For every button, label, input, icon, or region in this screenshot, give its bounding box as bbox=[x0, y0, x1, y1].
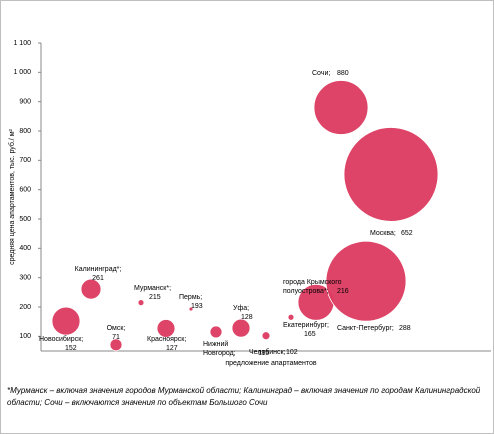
value-label: 261 bbox=[92, 275, 104, 282]
bubble bbox=[109, 338, 123, 352]
value-label: 128 bbox=[241, 314, 253, 321]
bubble bbox=[209, 325, 223, 339]
y-tick-label: 1 000 bbox=[13, 69, 31, 76]
y-tick-label: 100 bbox=[19, 333, 31, 340]
value-label: 165 bbox=[304, 331, 316, 338]
value-label: 215 bbox=[149, 294, 161, 301]
y-tick-label: 700 bbox=[19, 157, 31, 164]
y-tick-label: 900 bbox=[19, 99, 31, 106]
point-label: Челябинск; bbox=[249, 348, 286, 356]
value-label: 193 bbox=[191, 303, 203, 310]
value-label: 152 bbox=[65, 345, 77, 352]
bubble bbox=[188, 306, 194, 312]
point-label: города Крымского bbox=[283, 279, 342, 286]
chart: средняя цена апартаментов, тыс. руб./ м²… bbox=[8, 40, 491, 367]
point-label: Омск; bbox=[107, 325, 126, 332]
bubble bbox=[80, 278, 102, 300]
bubble bbox=[343, 127, 439, 222]
y-tick-label: 200 bbox=[19, 304, 31, 311]
value-label: 288 bbox=[399, 325, 411, 332]
bubble bbox=[231, 318, 251, 338]
value-label: 880 bbox=[337, 70, 349, 77]
value-label: 102 bbox=[286, 349, 298, 356]
point-label: Красноярск; bbox=[147, 336, 186, 343]
point-label: Нижний bbox=[203, 340, 228, 348]
point-label: Новосибирск; bbox=[39, 335, 83, 343]
point-label: Санкт-Петербург; bbox=[337, 324, 394, 332]
bubble bbox=[325, 240, 407, 322]
y-tick-label: 1 100 bbox=[13, 40, 31, 47]
y-tick-label: 300 bbox=[19, 275, 31, 282]
bubble bbox=[287, 313, 295, 321]
point-label: Сочи; bbox=[312, 70, 330, 77]
point-label: Пермь; bbox=[179, 294, 202, 301]
value-label: 216 bbox=[337, 288, 349, 295]
point-label: полуострова*; bbox=[283, 288, 329, 295]
bubble bbox=[313, 80, 369, 135]
x-axis-label: предложение апартаментов bbox=[225, 360, 317, 367]
value-label: 115 bbox=[258, 350, 269, 357]
point-label: Новгород; bbox=[203, 350, 236, 357]
footnote: *Мурманск – включая значения городов Мур… bbox=[7, 386, 481, 407]
y-tick-label: 500 bbox=[19, 216, 31, 223]
value-label: 71 bbox=[112, 334, 120, 341]
y-tick-label: 800 bbox=[19, 128, 31, 135]
point-label: Калининград*; bbox=[75, 266, 122, 273]
bubble bbox=[261, 331, 271, 341]
point-label: Екатеринбург; bbox=[283, 321, 329, 329]
bubble bbox=[51, 306, 81, 336]
point-label: Уфа; bbox=[233, 305, 249, 312]
y-axis-label: средняя цена апартаментов, тыс. руб./ м² bbox=[8, 128, 16, 264]
bubble bbox=[156, 319, 176, 338]
point-label: Мурманск*; bbox=[134, 285, 171, 292]
bubble bbox=[137, 299, 145, 307]
value-label: 652 bbox=[401, 230, 413, 237]
value-label: 127 bbox=[166, 345, 178, 352]
point-label: Москва; bbox=[370, 230, 396, 237]
y-tick-label: 600 bbox=[19, 187, 31, 194]
y-tick-label: 400 bbox=[19, 245, 31, 252]
